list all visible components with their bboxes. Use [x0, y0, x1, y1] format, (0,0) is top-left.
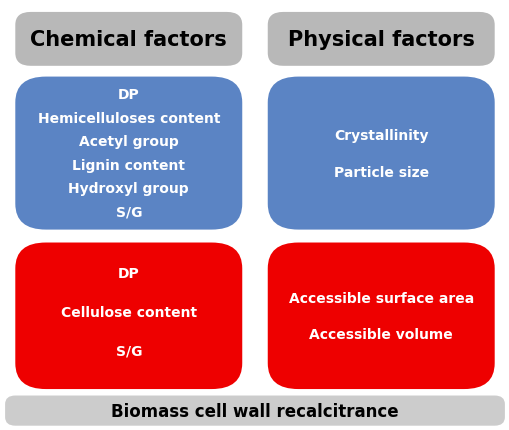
- Text: Hydroxyl group: Hydroxyl group: [68, 182, 189, 196]
- Text: Acetyl group: Acetyl group: [79, 135, 178, 149]
- FancyBboxPatch shape: [267, 243, 494, 389]
- Text: Accessible volume: Accessible volume: [309, 327, 452, 341]
- Text: Particle size: Particle size: [333, 165, 428, 179]
- FancyBboxPatch shape: [267, 77, 494, 230]
- Text: Cellulose content: Cellulose content: [61, 305, 196, 319]
- FancyBboxPatch shape: [15, 13, 242, 67]
- Text: Lignin content: Lignin content: [72, 159, 185, 172]
- FancyBboxPatch shape: [15, 77, 242, 230]
- Text: DP: DP: [118, 267, 139, 281]
- FancyBboxPatch shape: [267, 13, 494, 67]
- Text: Accessible surface area: Accessible surface area: [288, 291, 473, 305]
- Text: Chemical factors: Chemical factors: [31, 30, 227, 50]
- Text: DP: DP: [118, 88, 139, 102]
- Text: S/G: S/G: [116, 344, 142, 358]
- Text: Biomass cell wall recalcitrance: Biomass cell wall recalcitrance: [111, 402, 398, 420]
- FancyBboxPatch shape: [5, 396, 504, 426]
- Text: S/G: S/G: [116, 206, 142, 219]
- Text: Hemicelluloses content: Hemicelluloses content: [38, 111, 219, 126]
- Text: Physical factors: Physical factors: [287, 30, 474, 50]
- Text: Crystallinity: Crystallinity: [333, 128, 428, 142]
- FancyBboxPatch shape: [15, 243, 242, 389]
